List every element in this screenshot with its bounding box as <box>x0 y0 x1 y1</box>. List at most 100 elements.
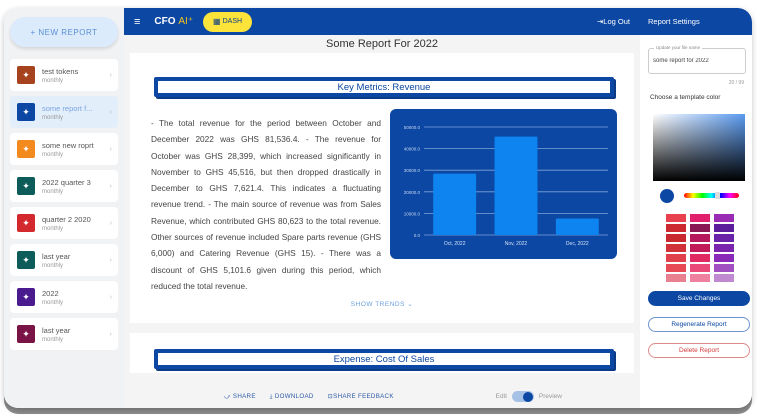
report-name: some report f... <box>42 103 93 113</box>
file-name-field[interactable]: Update your file name <box>648 45 746 74</box>
y-tick-label: 20000.0 <box>404 190 421 195</box>
new-report-button[interactable]: + NEW REPORT <box>10 17 118 47</box>
hue-slider-thumb[interactable] <box>715 192 720 199</box>
file-name-label: Update your file name <box>654 45 703 50</box>
chevron-right-icon: › <box>109 330 112 338</box>
color-swatch[interactable] <box>714 234 734 242</box>
chevron-right-icon: › <box>109 71 112 79</box>
color-palette <box>666 214 734 282</box>
sparkle-icon: ✦ <box>17 288 35 306</box>
section-header: Key Metrics: Revenue <box>154 77 614 97</box>
hue-slider[interactable] <box>684 192 739 199</box>
color-swatch[interactable] <box>666 234 686 242</box>
color-swatch[interactable] <box>666 224 686 232</box>
edit-preview-toggle[interactable] <box>511 391 534 402</box>
chart-svg: 0.0 10000.0 20000.0 30000.0 40000.0 50000.0 Oc… <box>404 125 608 247</box>
chart-bar[interactable] <box>433 173 477 235</box>
report-name: test tokens <box>42 66 79 76</box>
color-swatch[interactable] <box>690 264 710 272</box>
chevron-right-icon: › <box>109 108 112 116</box>
sparkle-icon: ✦ <box>17 66 35 84</box>
color-swatch[interactable] <box>666 264 686 272</box>
share-feedback-button[interactable]: ⊡SHARE FEEDBACK <box>327 393 394 400</box>
sidebar-report-item[interactable]: ✦ some new roprt monthly › <box>10 133 118 165</box>
sidebar-report-item[interactable]: ✦ quarter 2 2020 monthly › <box>10 207 118 239</box>
color-swatch[interactable] <box>690 234 710 242</box>
show-trends-button[interactable]: SHOW TRENDS ⌄ <box>350 301 414 308</box>
edit-preview-toggle-group: Edit Preview <box>496 391 562 402</box>
sparkle-icon: ✦ <box>17 177 35 195</box>
report-list: ✦ test tokens monthly › ✦ some report f... mon… <box>10 59 118 350</box>
chevron-right-icon: › <box>109 256 112 264</box>
page-title: Some Report For 2022 <box>326 38 438 50</box>
toggle-knob <box>522 391 533 402</box>
color-swatch[interactable] <box>666 254 686 262</box>
menu-icon[interactable]: ≡ <box>134 15 141 28</box>
color-swatch[interactable] <box>690 224 710 232</box>
sparkle-icon: ✦ <box>17 214 35 232</box>
regenerate-report-button[interactable]: Regenerate Report <box>648 317 750 332</box>
dash-button[interactable]: ▦ DASH <box>203 11 253 32</box>
color-swatch[interactable] <box>714 254 734 262</box>
report-frequency: monthly <box>42 336 64 343</box>
color-swatch[interactable] <box>690 254 710 262</box>
sidebar-report-item[interactable]: ✦ test tokens monthly › <box>10 59 118 91</box>
color-swatch[interactable] <box>666 274 686 282</box>
sparkle-icon: ✦ <box>17 140 35 158</box>
x-tick-label: Nov, 2022 <box>505 241 528 247</box>
sidebar-report-item[interactable]: ✦ some report f... monthly › <box>10 96 118 128</box>
color-swatch[interactable] <box>714 244 734 252</box>
color-swatch[interactable] <box>690 214 710 222</box>
edit-label: Edit <box>495 393 507 400</box>
chart-bar[interactable] <box>555 218 599 235</box>
sidebar-report-item[interactable]: ✦ 2022 monthly › <box>10 281 118 313</box>
app-logo: CFO AI⁺ <box>154 16 193 27</box>
color-swatch[interactable] <box>690 244 710 252</box>
section-body-text[interactable]: - The total revenue for the period betwe… <box>151 118 381 291</box>
sparkle-icon: ✦ <box>17 251 35 269</box>
sidebar-report-item[interactable]: ✦ 2022 quarter 3 monthly › <box>10 170 118 202</box>
x-tick-label: Dec, 2022 <box>566 241 589 247</box>
chart-bar[interactable] <box>494 136 538 235</box>
color-swatch[interactable] <box>666 214 686 222</box>
y-tick-label: 50000.0 <box>404 125 421 130</box>
section-revenue: Key Metrics: Revenue - The total revenue… <box>130 53 634 323</box>
color-saturation-picker[interactable] <box>653 114 745 181</box>
chevron-right-icon: › <box>109 293 112 301</box>
file-name-input[interactable] <box>653 58 745 64</box>
logo-text: CFO <box>154 16 179 27</box>
y-tick-label: 0.0 <box>414 233 421 238</box>
y-tick-label: 10000.0 <box>404 211 421 216</box>
color-swatch[interactable] <box>714 214 734 222</box>
char-counter: 20 / 99 <box>728 80 744 86</box>
report-footer-bar: ⤻ SHARE ⤓ DOWNLOAD ⊡SHARE FEEDBACK Edit … <box>124 385 640 408</box>
logout-button[interactable]: ⇥Log Out <box>597 17 630 26</box>
app-window: + NEW REPORT ✦ test tokens monthly › ✦ some r… <box>4 8 752 408</box>
chevron-right-icon: › <box>109 219 112 227</box>
report-frequency: monthly <box>42 188 64 195</box>
dash-label: DASH <box>222 18 243 25</box>
color-swatch[interactable] <box>714 274 734 282</box>
report-name: last year <box>42 325 71 335</box>
sparkle-icon: ✦ <box>17 325 35 343</box>
color-swatch[interactable] <box>714 264 734 272</box>
section-expense: Expense: Cost Of Sales <box>130 333 634 373</box>
report-frequency: monthly <box>42 299 64 306</box>
section-header: Expense: Cost Of Sales <box>154 349 614 369</box>
save-changes-button[interactable]: Save Changes <box>648 291 750 306</box>
download-button[interactable]: ⤓ DOWNLOAD <box>269 392 314 400</box>
sidebar-report-item[interactable]: ✦ last year monthly › <box>10 318 118 350</box>
delete-report-button[interactable]: Delete Report <box>648 343 750 358</box>
report-settings-panel: Report Settings Update your file name 20… <box>640 8 752 408</box>
sidebar-report-item[interactable]: ✦ last year monthly › <box>10 244 118 276</box>
report-frequency: monthly <box>42 225 64 232</box>
color-swatch[interactable] <box>666 244 686 252</box>
report-name: 2022 quarter 3 <box>42 177 91 187</box>
share-button[interactable]: ⤻ SHARE <box>224 392 256 400</box>
y-tick-label: 30000.0 <box>404 168 421 173</box>
chevron-right-icon: › <box>109 182 112 190</box>
report-name: 2022 <box>42 288 59 298</box>
color-swatch[interactable] <box>690 274 710 282</box>
color-swatch[interactable] <box>714 224 734 232</box>
preview-label: Preview <box>538 393 562 400</box>
